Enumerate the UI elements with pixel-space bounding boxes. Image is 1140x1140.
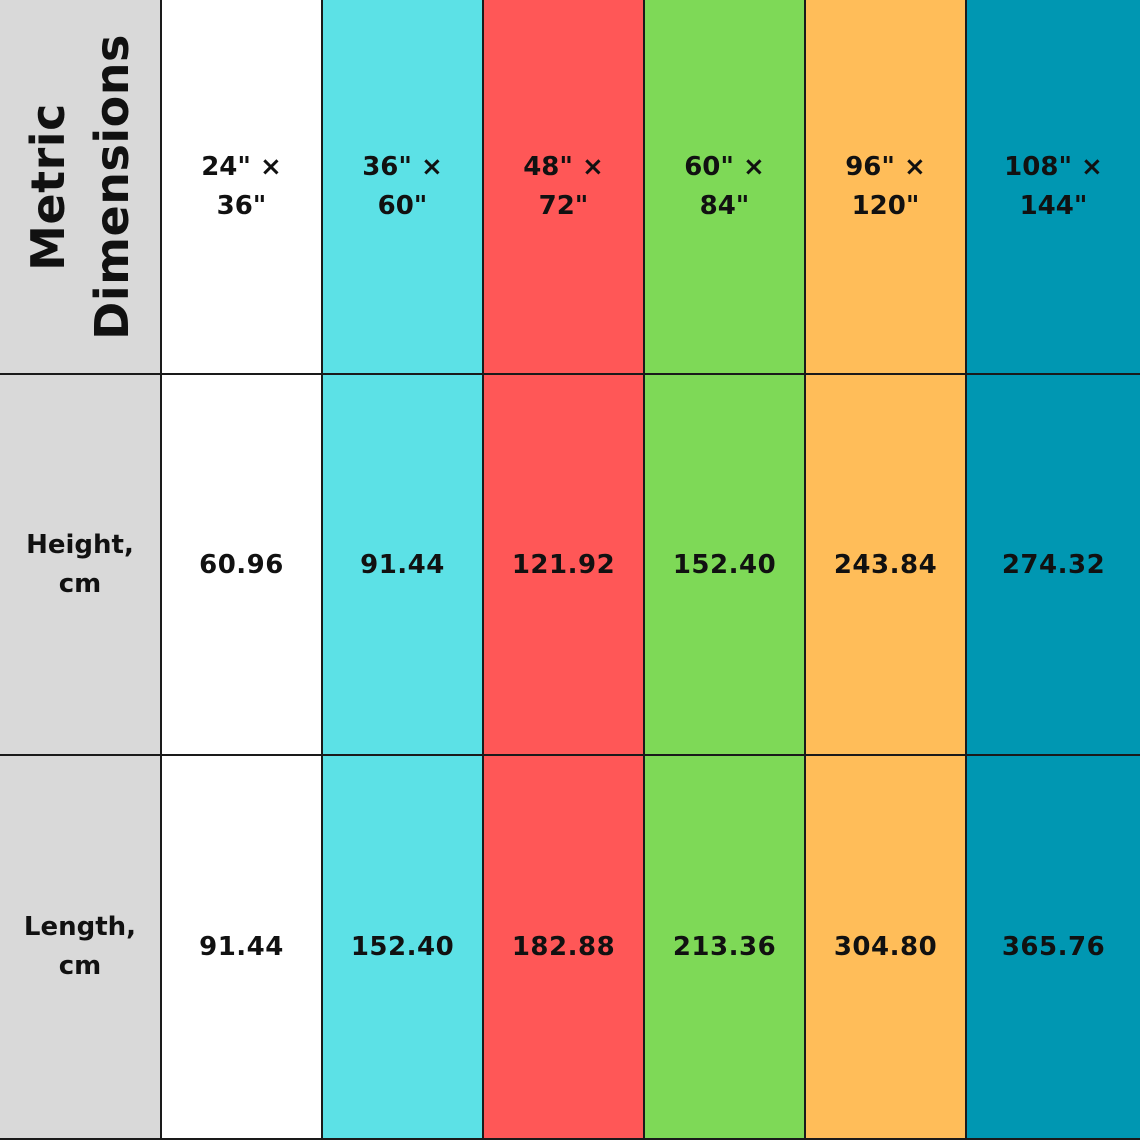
row-label-height: Height, cm: [26, 529, 134, 599]
corner-header-line1: Metric: [21, 102, 75, 271]
table-cell: 91.44: [162, 756, 323, 1140]
table-cell: 304.80: [806, 756, 967, 1140]
corner-header-cell: Metric Dimensions: [0, 0, 162, 375]
size-header-label: 108" × 144": [1004, 151, 1103, 221]
size-header-cell: 108" × 144": [967, 0, 1140, 375]
table-cell: 91.44: [323, 375, 484, 756]
row-label-cell-length: Length, cm: [0, 756, 162, 1140]
size-header-cell: 48" × 72": [484, 0, 645, 375]
table-cell: 365.76: [967, 756, 1140, 1140]
size-header-cell: 36" × 60": [323, 0, 484, 375]
table-cell: 121.92: [484, 375, 645, 756]
table-cell: 60.96: [162, 375, 323, 756]
table-cell: 274.32: [967, 375, 1140, 756]
row-label-cell-height: Height, cm: [0, 375, 162, 756]
size-header-label: 60" × 84": [684, 151, 765, 221]
corner-header-line2: Dimensions: [85, 33, 139, 340]
table-cell: 243.84: [806, 375, 967, 756]
height-value: 91.44: [360, 549, 445, 580]
size-header-cell: 60" × 84": [645, 0, 806, 375]
corner-header-label: Metric Dimensions: [16, 34, 144, 340]
size-header-label: 96" × 120": [845, 151, 926, 221]
row-label-length: Length, cm: [23, 912, 137, 981]
length-value: 304.80: [833, 932, 938, 962]
size-header-label: 24" × 36": [201, 151, 282, 221]
table-cell: 213.36: [645, 756, 806, 1140]
length-value: 365.76: [1001, 932, 1106, 962]
table-cell: 152.40: [323, 756, 484, 1140]
size-header-label: 36" × 60": [362, 151, 443, 221]
height-value: 60.96: [199, 549, 284, 580]
height-value: 243.84: [833, 549, 938, 580]
length-value: 213.36: [672, 932, 777, 962]
size-header-label: 48" × 72": [523, 151, 604, 221]
height-value: 152.40: [672, 549, 777, 580]
length-value: 152.40: [350, 932, 455, 962]
length-value: 91.44: [199, 932, 284, 962]
height-value: 121.92: [511, 549, 616, 580]
table-cell: 152.40: [645, 375, 806, 756]
height-value: 274.32: [1001, 549, 1106, 580]
size-header-cell: 96" × 120": [806, 0, 967, 375]
size-header-cell: 24" × 36": [162, 0, 323, 375]
table-cell: 182.88: [484, 756, 645, 1140]
length-value: 182.88: [511, 932, 616, 962]
